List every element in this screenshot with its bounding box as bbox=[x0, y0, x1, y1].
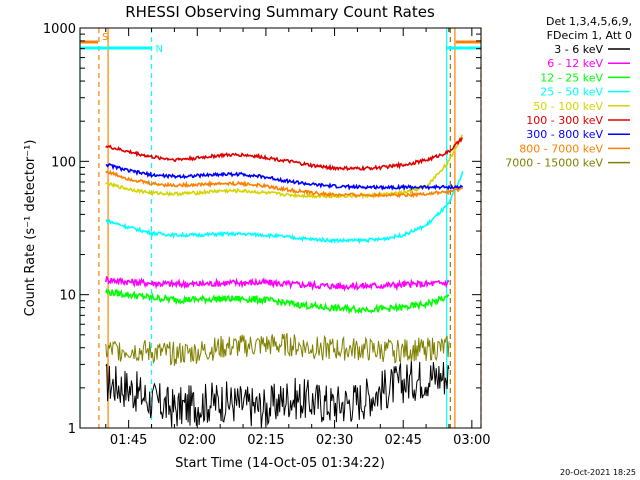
series-line-3 bbox=[105, 171, 464, 245]
y-tick-label-0: 1 bbox=[68, 422, 76, 437]
flag-label-N: N bbox=[156, 44, 163, 55]
x-tick-label-0: 01:45 bbox=[110, 433, 147, 448]
x-tick-label-3: 02:30 bbox=[316, 433, 353, 448]
series-line-0 bbox=[105, 360, 450, 429]
flag-bars: SN bbox=[80, 32, 481, 55]
series-line-2 bbox=[105, 287, 450, 315]
legend-label-1: 6 - 12 keV bbox=[547, 57, 603, 70]
legend-header-line-1: Det 1,3,4,5,6,9, bbox=[546, 15, 632, 28]
y-tick-label-3: 1000 bbox=[43, 22, 76, 37]
x-tick-label-4: 02:45 bbox=[384, 433, 421, 448]
x-tick-label-1: 02:00 bbox=[179, 433, 216, 448]
series-line-5 bbox=[105, 137, 463, 172]
series-line-1 bbox=[105, 275, 450, 292]
legend-label-3: 25 - 50 keV bbox=[540, 86, 603, 99]
x-tick-label-2: 02:15 bbox=[247, 433, 284, 448]
legend: Det 1,3,4,5,6,9, FDecim 1, Att 0 3 - 6 k… bbox=[505, 15, 632, 170]
y-tick-label-1: 10 bbox=[59, 289, 76, 304]
series-line-7 bbox=[105, 169, 463, 199]
series-lines bbox=[105, 134, 464, 429]
x-axis-label: Start Time (14-Oct-05 01:34:22) bbox=[175, 456, 385, 471]
y-axis-label: Count Rate (s⁻¹ detector⁻¹) bbox=[23, 140, 38, 317]
legend-label-2: 12 - 25 keV bbox=[540, 71, 603, 84]
x-tick-label-5: 03:00 bbox=[453, 433, 490, 448]
series-line-8 bbox=[105, 332, 450, 366]
plot-frame bbox=[79, 27, 482, 429]
chart-title: RHESSI Observing Summary Count Rates bbox=[125, 3, 435, 21]
legend-label-4: 50 - 100 keV bbox=[533, 100, 603, 113]
legend-header-line-2: FDecim 1, Att 0 bbox=[547, 29, 632, 42]
flag-label-S: S bbox=[102, 32, 108, 43]
series-line-6 bbox=[105, 163, 464, 192]
legend-label-8: 7000 - 15000 keV bbox=[505, 157, 603, 170]
axis-ticks: 01:45 02:00 02:15 02:30 02:45 03:00 1 10 100 1000 bbox=[43, 22, 491, 448]
y-tick-label-2: 100 bbox=[51, 155, 76, 170]
footer-timestamp: 20-Oct-2021 18:25 bbox=[560, 468, 636, 477]
legend-label-0: 3 - 6 keV bbox=[554, 43, 603, 56]
legend-label-5: 100 - 300 keV bbox=[526, 114, 603, 127]
legend-label-7: 800 - 7000 keV bbox=[519, 142, 603, 155]
legend-label-6: 300 - 800 keV bbox=[526, 128, 603, 141]
